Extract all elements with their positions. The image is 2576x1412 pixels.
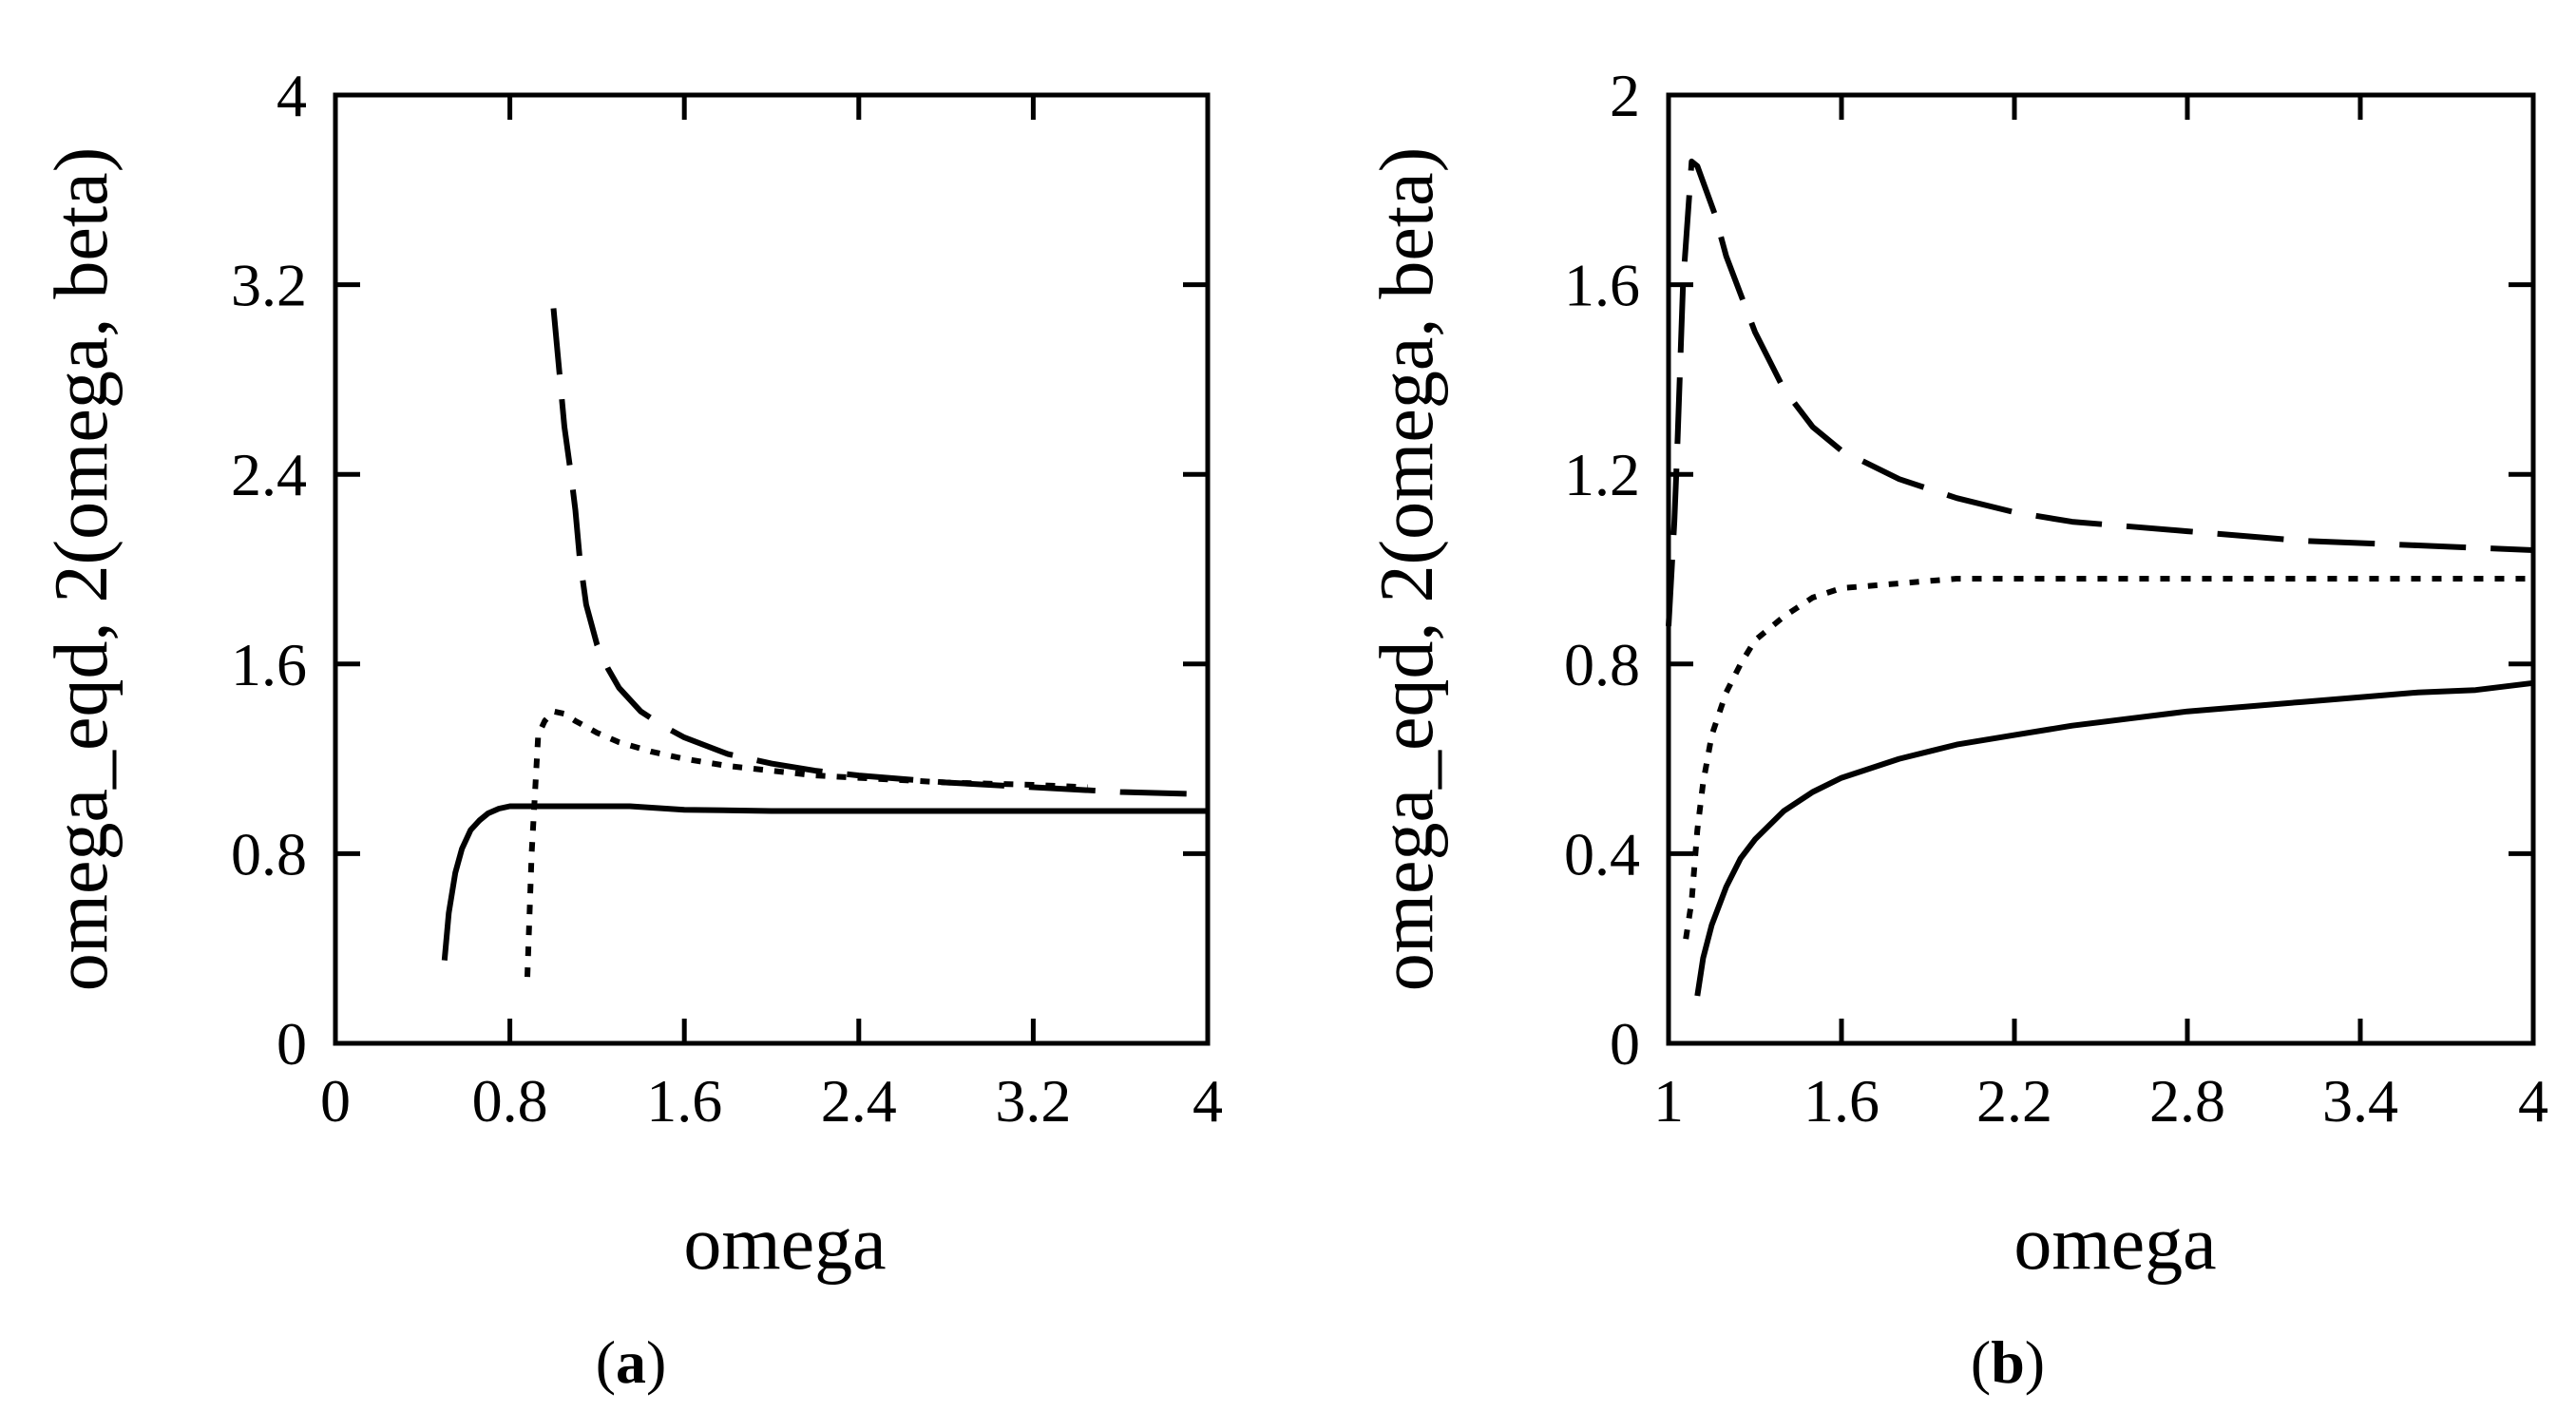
- x-tick-label: 0.8: [472, 1067, 548, 1135]
- chart-panel-a: 0 0.8 1.6 2.4 3.2 4 0 0.8 1.6 2.4 3.2 4 …: [40, 62, 1223, 1396]
- x-tick-label: 1: [1653, 1067, 1684, 1135]
- series-group-a: [441, 308, 1209, 978]
- y-tick-label: 1.6: [1564, 252, 1640, 319]
- y-tick-label: 0.8: [231, 820, 307, 887]
- y-axis-title-a: omega_eqd, 2(omega, beta): [40, 147, 124, 992]
- x-tick-label: 2.2: [1976, 1067, 2052, 1135]
- ticks-a: [335, 95, 1208, 1043]
- x-axis-title-a: omega: [683, 1202, 886, 1286]
- series-group-b: [1666, 158, 2534, 997]
- y-tick-labels-b: 0 0.4 0.8 1.2 1.6 2: [1564, 62, 1640, 1078]
- chart-panel-b: 1 1.6 2.2 2.8 3.4 4 0 0.4 0.8 1.2 1.6 2 …: [1365, 62, 2548, 1396]
- y-tick-label: 2.4: [231, 441, 307, 508]
- panel-label-b: (b): [1971, 1328, 2045, 1396]
- x-axis-title-b: omega: [2013, 1202, 2216, 1286]
- series-line-solid: [441, 803, 1208, 961]
- plot-frame-b: [1666, 92, 2536, 1046]
- series-line-dotted: [525, 708, 1088, 978]
- y-tick-label: 0.8: [1564, 631, 1640, 698]
- x-tick-label: 2.4: [821, 1067, 897, 1135]
- y-tick-label: 2: [1610, 62, 1640, 129]
- y-tick-label: 3.2: [231, 252, 307, 319]
- series-line-dashed: [550, 308, 1209, 797]
- y-tick-label: 1.6: [231, 631, 307, 698]
- y-tick-label: 0.4: [1564, 820, 1640, 887]
- x-tick-label: 0: [320, 1067, 351, 1135]
- x-tick-label: 4: [1193, 1067, 1223, 1135]
- y-axis-title-b: omega_eqd, 2(omega, beta): [1365, 147, 1449, 992]
- y-tick-label: 0: [277, 1010, 307, 1078]
- series-line-dashed: [1666, 158, 2534, 627]
- x-tick-label: 1.6: [646, 1067, 722, 1135]
- x-tick-label: 3.4: [2322, 1067, 2398, 1135]
- y-tick-labels-a: 0 0.8 1.6 2.4 3.2 4: [231, 62, 307, 1078]
- x-tick-label: 3.2: [995, 1067, 1071, 1135]
- x-tick-labels-b: 1 1.6 2.2 2.8 3.4 4: [1653, 1067, 2548, 1135]
- y-tick-label: 4: [277, 62, 307, 129]
- x-tick-label: 1.6: [1803, 1067, 1880, 1135]
- panel-label-a: (a): [596, 1328, 667, 1396]
- plot-frame-a: [333, 92, 1211, 1046]
- x-tick-labels-a: 0 0.8 1.6 2.4 3.2 4: [320, 1067, 1223, 1135]
- y-tick-label: 1.2: [1564, 441, 1640, 508]
- series-line-solid: [1694, 679, 2534, 997]
- y-tick-label: 0: [1610, 1010, 1640, 1078]
- series-line-dotted: [1683, 576, 2533, 940]
- x-tick-label: 4: [2518, 1067, 2548, 1135]
- ticks-b: [1669, 95, 2533, 1043]
- x-tick-label: 2.8: [2149, 1067, 2225, 1135]
